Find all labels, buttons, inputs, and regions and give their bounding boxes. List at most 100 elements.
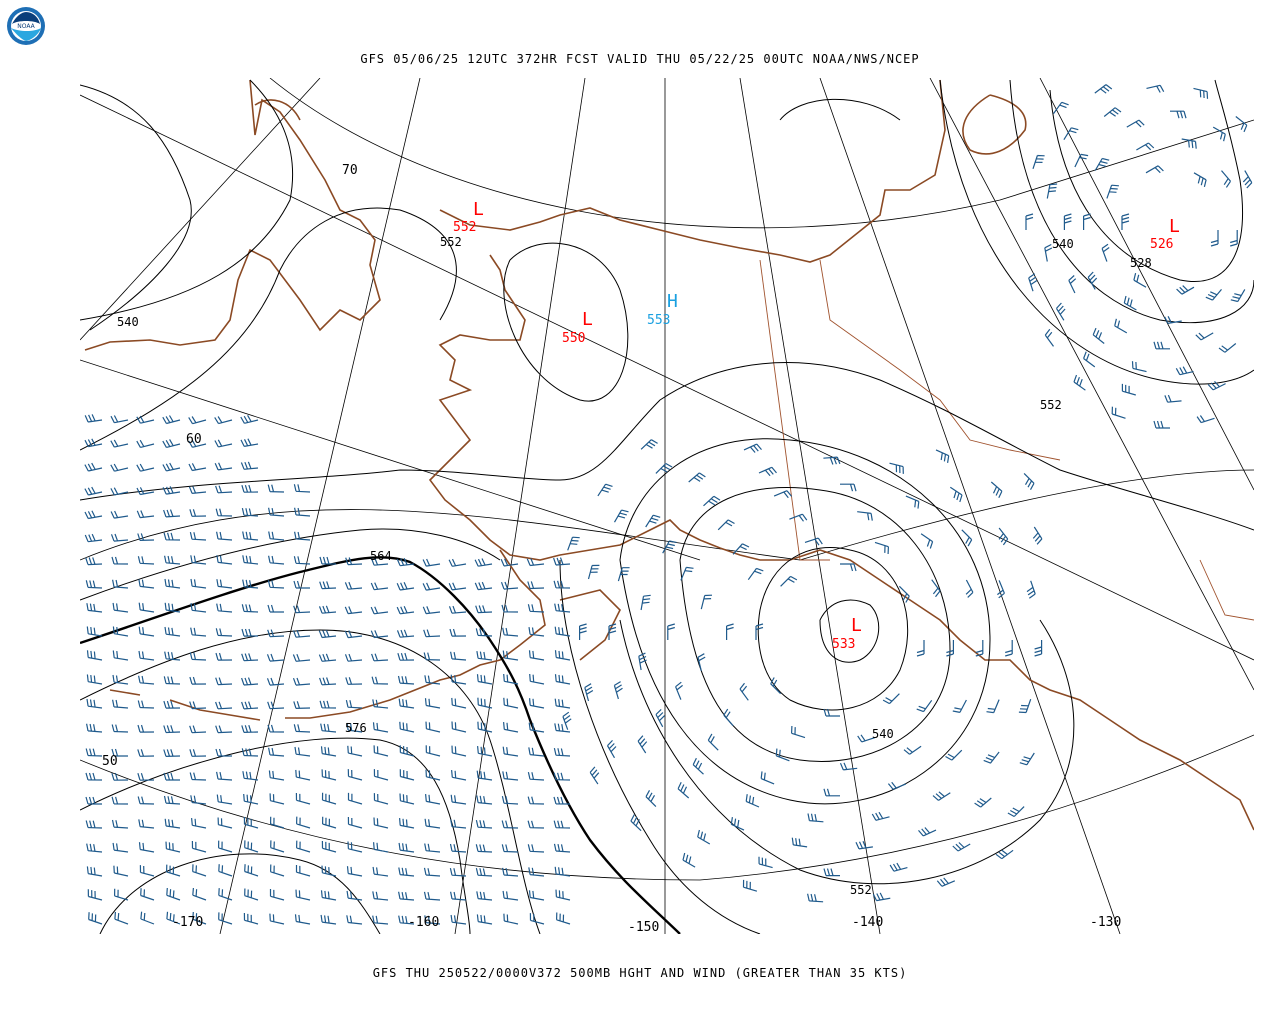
wind-barb [242,579,259,589]
wind-barb [476,891,493,901]
wind-barb [110,463,129,472]
wind-barb [188,416,207,425]
wind-barb [319,677,337,686]
wind-barb [370,606,389,615]
wind-barb [137,533,155,541]
wind-barb [136,463,155,472]
wind-barb [373,793,389,805]
wind-barb [775,748,790,762]
wind-barb [526,558,545,567]
wind-barb [240,461,259,470]
wind-barb [163,509,181,518]
wind-barb [138,626,155,637]
wind-barb [732,543,750,555]
wind-barb [554,603,571,613]
wind-barb [293,605,311,614]
wind-barb [321,865,337,877]
wind-barb [916,699,933,713]
wind-barb [424,843,441,853]
wind-barb [840,483,857,492]
wind-barb [974,797,992,808]
wind-barb [162,415,181,425]
wind-barb [346,915,363,925]
wind-barb [529,913,545,925]
wind-barb [136,415,155,424]
wind-barb [243,793,259,805]
wind-barb [111,819,129,829]
wind-barb [857,511,873,521]
wind-barb [780,575,798,587]
wind-barb [112,626,129,637]
wind-barb [423,652,441,661]
wind-barb [1175,366,1194,376]
wind-barb [528,627,545,637]
wind-barb [451,697,467,709]
wind-barb [630,814,642,832]
wind-barb [398,842,415,853]
wind-barb [216,555,233,565]
wind-barb [164,578,181,589]
noaa-logo: NOAA [7,7,45,45]
wind-barb [295,792,311,805]
wind-barb [760,771,775,785]
wind-barb [163,532,181,541]
wind-barb [451,770,467,781]
wind-barb [321,840,337,853]
wind-barb [667,623,675,640]
wind-barb [188,463,207,472]
wind-barb [500,558,519,567]
wind-barb [293,701,311,709]
wind-barb [110,487,129,496]
wind-barb [554,866,571,877]
wind-barb [216,771,233,781]
contour-label: 540 [872,727,894,741]
wind-barb [424,675,441,685]
wind-barb [703,495,721,507]
wind-barb [269,913,285,925]
wind-barb [320,914,337,925]
wind-barb [217,817,233,829]
wind-barb [215,652,233,661]
wind-barb [86,650,103,661]
wind-barb [292,653,311,662]
wind-barb [1094,84,1113,94]
wind-barb [399,721,415,733]
wind-barb [640,439,658,450]
wind-barb [645,790,657,808]
wind-barb [371,653,389,662]
wind-barb [189,531,207,541]
wind-barb [240,438,259,447]
wind-barb [423,891,441,901]
wind-barb [1230,289,1246,303]
wind-barb [448,605,467,614]
contour-label: 552 [850,883,872,897]
wind-barb [1092,327,1105,344]
wind-barb [164,555,181,565]
wind-barb [84,510,103,520]
wind-barb [617,567,630,582]
wind-barb [136,439,155,448]
wind-barb [946,640,954,657]
wind-barb [553,772,571,781]
wind-barb [1087,271,1098,290]
wind-barb [1114,318,1128,334]
wind-barb [373,842,389,853]
wind-barb [554,698,571,709]
wind-barb [554,650,571,661]
wind-barb [295,769,311,781]
wind-barb [697,653,706,672]
wind-barb [475,867,493,877]
wind-barb [110,533,129,542]
wind-barb [1221,170,1231,188]
contour-label: 552 [1040,398,1062,412]
wind-barb [347,816,363,829]
wind-barb [242,771,259,781]
wind-barb [527,771,545,781]
wind-barb [370,630,389,639]
lat-label-50: 50 [102,754,118,769]
wind-barb [166,864,181,877]
wind-barb [269,793,285,805]
wind-barb [742,879,758,892]
wind-barb [1193,87,1209,99]
wind-barb [882,693,900,705]
